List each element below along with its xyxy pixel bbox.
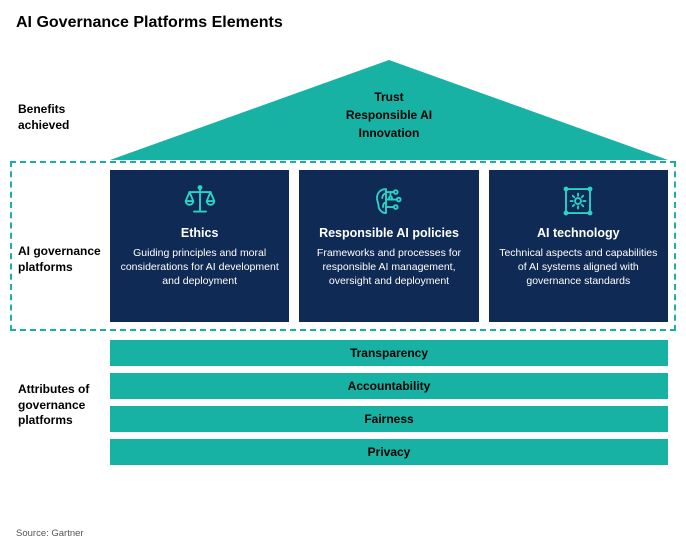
benefits-list: Trust Responsible AI Innovation xyxy=(110,88,668,142)
benefit-item: Trust xyxy=(110,88,668,106)
attribute-bar: Privacy xyxy=(110,439,668,465)
card-title: Ethics xyxy=(181,226,219,240)
benefits-roof: Trust Responsible AI Innovation xyxy=(110,60,668,160)
attribute-bar: Accountability xyxy=(110,373,668,399)
card-technology: AI technology Technical aspects and capa… xyxy=(489,170,668,322)
card-desc: Technical aspects and capabilities of AI… xyxy=(499,246,658,289)
diagram-title: AI Governance Platforms Elements xyxy=(16,14,670,32)
card-policies: Responsible AI policies Frameworks and p… xyxy=(299,170,478,322)
card-title: Responsible AI policies xyxy=(319,226,459,240)
attribute-bar: Fairness xyxy=(110,406,668,432)
benefit-item: Responsible AI xyxy=(110,106,668,124)
label-attributes: Attributes of governance platforms xyxy=(18,382,108,429)
brain-circuit-icon xyxy=(370,182,408,220)
card-desc: Frameworks and processes for responsible… xyxy=(309,246,468,289)
scales-icon xyxy=(181,182,219,220)
platform-cards: Ethics Guiding principles and moral cons… xyxy=(110,170,668,322)
card-desc: Guiding principles and moral considerati… xyxy=(120,246,279,289)
label-benefits: Benefits achieved xyxy=(18,102,108,133)
benefit-item: Innovation xyxy=(110,124,668,142)
source-text: Source: Gartner xyxy=(16,528,84,539)
card-ethics: Ethics Guiding principles and moral cons… xyxy=(110,170,289,322)
attribute-bar: Transparency xyxy=(110,340,668,366)
card-title: AI technology xyxy=(537,226,620,240)
gear-frame-icon xyxy=(559,182,597,220)
attribute-bars: Transparency Accountability Fairness Pri… xyxy=(110,340,668,465)
